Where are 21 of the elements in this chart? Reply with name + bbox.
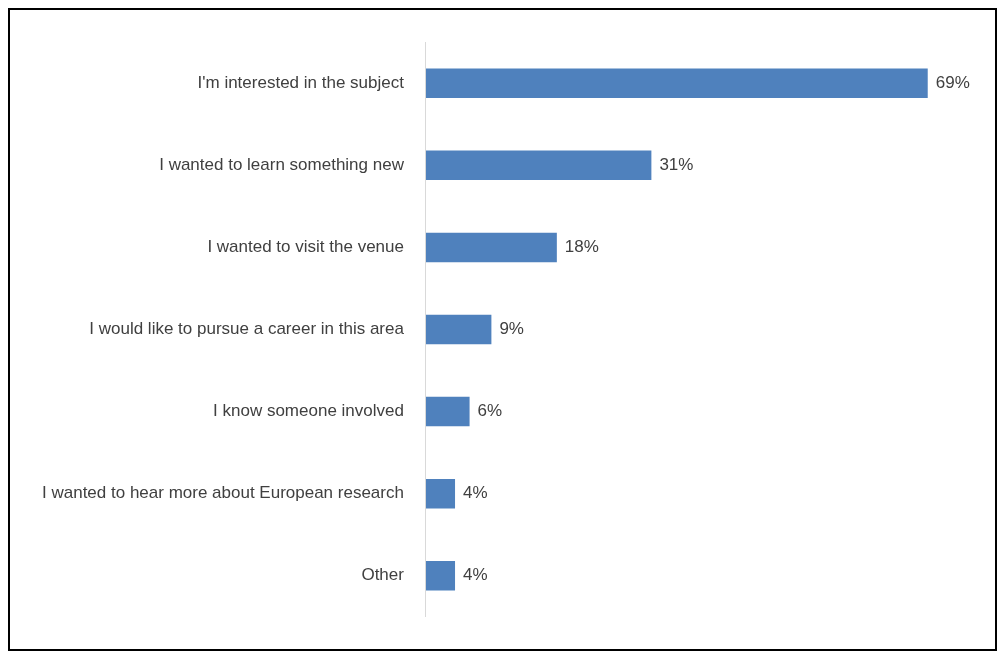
bar [425, 396, 470, 427]
data-label: 69% [935, 72, 970, 92]
bar [425, 314, 492, 345]
y-tick-label: I wanted to hear more about European research [41, 483, 404, 503]
y-tick-label: Other [361, 565, 405, 585]
y-tick-label: I know someone involved [213, 401, 404, 421]
data-label: 31% [659, 155, 694, 175]
y-tick-label: I wanted to learn something new [159, 155, 405, 175]
bar [425, 232, 557, 263]
data-label: 6% [477, 401, 503, 421]
data-label: 18% [564, 237, 599, 257]
data-label: 4% [463, 565, 488, 585]
data-label: 4% [463, 483, 488, 503]
bar [425, 68, 928, 99]
y-tick-label: I would like to pursue a career in this area [89, 319, 405, 339]
bar [425, 150, 652, 181]
bar [425, 478, 456, 509]
data-label: 9% [499, 319, 524, 339]
bar [425, 560, 456, 591]
y-tick-label: I'm interested in the subject [197, 72, 405, 92]
y-tick-label: I wanted to visit the venue [207, 237, 404, 257]
